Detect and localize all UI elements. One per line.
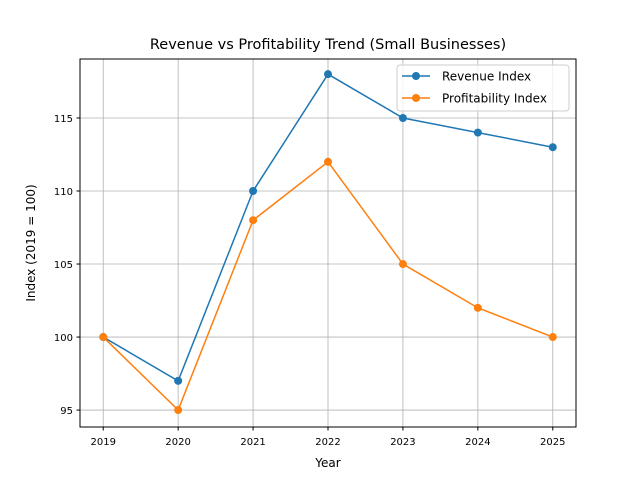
chart-title: Revenue vs Profitability Trend (Small Bu…	[150, 37, 506, 53]
data-point	[324, 157, 332, 166]
y-tick-label: 105	[54, 260, 73, 271]
ticks: 2019 2020 2021 2022 2023 2024 2025 95 100 105 110 1…	[54, 114, 566, 448]
legend-marker	[412, 72, 420, 80]
data-point	[473, 303, 482, 312]
x-axis-label: Year	[314, 456, 340, 470]
data-point	[398, 260, 407, 269]
x-tick-label: 2019	[91, 437, 116, 448]
legend: Revenue Index Profitability Index	[396, 64, 570, 112]
data-point	[249, 216, 258, 225]
legend-marker	[412, 94, 420, 102]
x-tick-label: 2020	[165, 437, 190, 448]
data-point	[174, 376, 183, 385]
data-point	[473, 128, 482, 137]
x-tick-label: 2021	[240, 437, 265, 448]
y-axis-label: Index (2019 = 100)	[24, 184, 38, 301]
x-tick-label: 2023	[390, 437, 415, 448]
x-tick-label: 2022	[315, 437, 340, 448]
data-point	[99, 333, 108, 342]
series-group	[99, 70, 557, 415]
x-tick-label: 2024	[465, 437, 490, 448]
x-tick-label: 2025	[540, 437, 565, 448]
legend-label: Revenue Index	[442, 70, 531, 84]
y-tick-label: 115	[54, 114, 73, 125]
grid	[80, 59, 576, 427]
data-point	[398, 113, 407, 122]
data-point	[548, 333, 557, 342]
y-tick-label: 100	[54, 333, 73, 344]
legend-box	[396, 64, 570, 112]
data-point	[174, 406, 183, 415]
data-point	[324, 70, 332, 79]
legend-label: Profitability Index	[442, 92, 547, 106]
y-tick-label: 110	[54, 187, 73, 198]
y-tick-label: 95	[60, 406, 73, 417]
data-point	[249, 187, 258, 196]
data-point	[548, 143, 557, 152]
